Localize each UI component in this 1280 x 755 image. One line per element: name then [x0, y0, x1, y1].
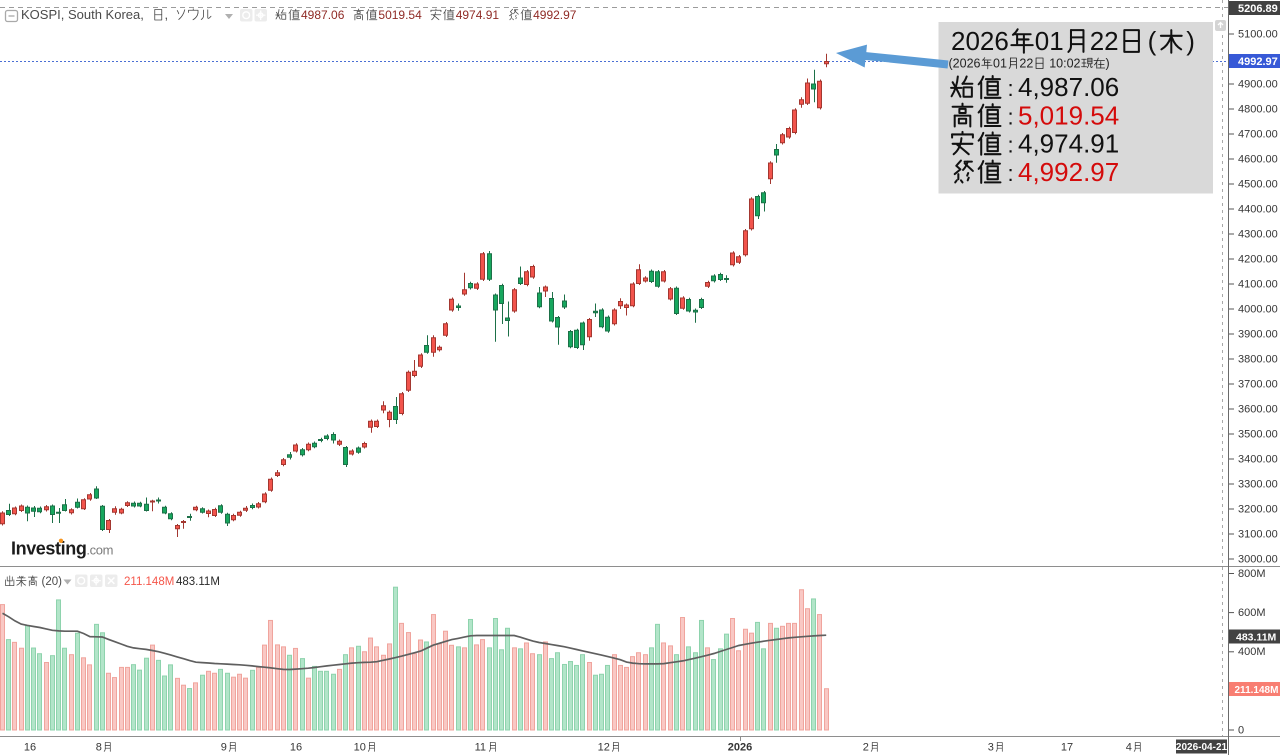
svg-text::: :	[1008, 133, 1014, 158]
svg-text:4200.00: 4200.00	[1238, 254, 1278, 266]
svg-text:4600.00: 4600.00	[1238, 154, 1278, 166]
svg-text:3500.00: 3500.00	[1238, 429, 1278, 441]
svg-text:2: 2	[863, 742, 869, 754]
svg-text:4700.00: 4700.00	[1238, 129, 1278, 141]
svg-text:4800.00: 4800.00	[1238, 104, 1278, 116]
svg-text:3600.00: 3600.00	[1238, 404, 1278, 416]
svg-text:3200.00: 3200.00	[1238, 504, 1278, 516]
svg-text::: :	[1008, 161, 1014, 186]
svg-text:22: 22	[1090, 26, 1119, 56]
svg-text:4987.06: 4987.06	[301, 8, 345, 22]
svg-text:): )	[1186, 26, 1195, 56]
svg-text:3800.00: 3800.00	[1238, 354, 1278, 366]
svg-text:4300.00: 4300.00	[1238, 229, 1278, 241]
svg-text:8: 8	[96, 742, 102, 754]
svg-text:): )	[1106, 57, 1110, 71]
svg-text:4900.00: 4900.00	[1238, 79, 1278, 91]
svg-text:3: 3	[988, 742, 994, 754]
svg-text:(2026: (2026	[949, 57, 981, 71]
svg-text:Investing.com: Investing.com	[11, 539, 113, 559]
svg-text:2026: 2026	[951, 26, 1009, 56]
svg-text:211.148M: 211.148M	[1235, 685, 1279, 696]
svg-text::: :	[1008, 104, 1014, 129]
svg-text:600M: 600M	[1238, 607, 1266, 619]
svg-text:5100.00: 5100.00	[1238, 29, 1278, 41]
svg-text:10:02: 10:02	[1049, 57, 1080, 71]
svg-text:483.11M: 483.11M	[176, 576, 220, 588]
svg-text:400M: 400M	[1238, 646, 1266, 658]
svg-text:2026: 2026	[728, 742, 752, 754]
svg-text:211.148M: 211.148M	[124, 576, 174, 588]
svg-text:3300.00: 3300.00	[1238, 479, 1278, 491]
svg-text:800M: 800M	[1238, 568, 1266, 580]
svg-text:16: 16	[24, 742, 36, 754]
svg-text:4: 4	[1126, 742, 1132, 754]
svg-text:4000.00: 4000.00	[1238, 304, 1278, 316]
svg-text:(20): (20)	[42, 576, 63, 588]
svg-text:3000.00: 3000.00	[1238, 554, 1278, 566]
svg-text:0: 0	[1238, 725, 1244, 737]
svg-text::: :	[1008, 76, 1014, 101]
svg-text:17: 17	[1061, 742, 1073, 754]
svg-text:4992.97: 4992.97	[533, 8, 577, 22]
svg-text:22: 22	[1019, 57, 1033, 71]
svg-text:4992.97: 4992.97	[1238, 56, 1278, 68]
svg-text:4500.00: 4500.00	[1238, 179, 1278, 191]
svg-text:11: 11	[475, 742, 486, 754]
svg-text:4400.00: 4400.00	[1238, 204, 1278, 216]
svg-text:5019.54: 5019.54	[378, 8, 422, 22]
svg-text:2026-04-21: 2026-04-21	[1176, 742, 1228, 753]
svg-text:01: 01	[993, 57, 1007, 71]
svg-text:,: ,	[165, 7, 169, 22]
svg-text:12: 12	[598, 742, 610, 754]
svg-text:483.11M: 483.11M	[1236, 631, 1277, 643]
svg-text:4100.00: 4100.00	[1238, 279, 1278, 291]
svg-text:(: (	[1148, 26, 1157, 56]
svg-text:9: 9	[221, 742, 227, 754]
svg-text:3100.00: 3100.00	[1238, 529, 1278, 541]
svg-text:3900.00: 3900.00	[1238, 329, 1278, 341]
svg-text:3700.00: 3700.00	[1238, 379, 1278, 391]
svg-text:5206.89: 5206.89	[1238, 3, 1278, 15]
svg-text:4,987.06: 4,987.06	[1018, 72, 1119, 102]
svg-text:4,992.97: 4,992.97	[1018, 157, 1119, 187]
svg-text:3400.00: 3400.00	[1238, 454, 1278, 466]
svg-text:10: 10	[354, 742, 366, 754]
svg-text:5,019.54: 5,019.54	[1018, 100, 1119, 130]
svg-text:4,974.91: 4,974.91	[1018, 129, 1119, 159]
svg-text:01: 01	[1035, 26, 1064, 56]
svg-text:KOSPI, South Korea,: KOSPI, South Korea,	[21, 7, 144, 22]
svg-text:16: 16	[290, 742, 302, 754]
svg-text:4974.91: 4974.91	[456, 8, 500, 22]
